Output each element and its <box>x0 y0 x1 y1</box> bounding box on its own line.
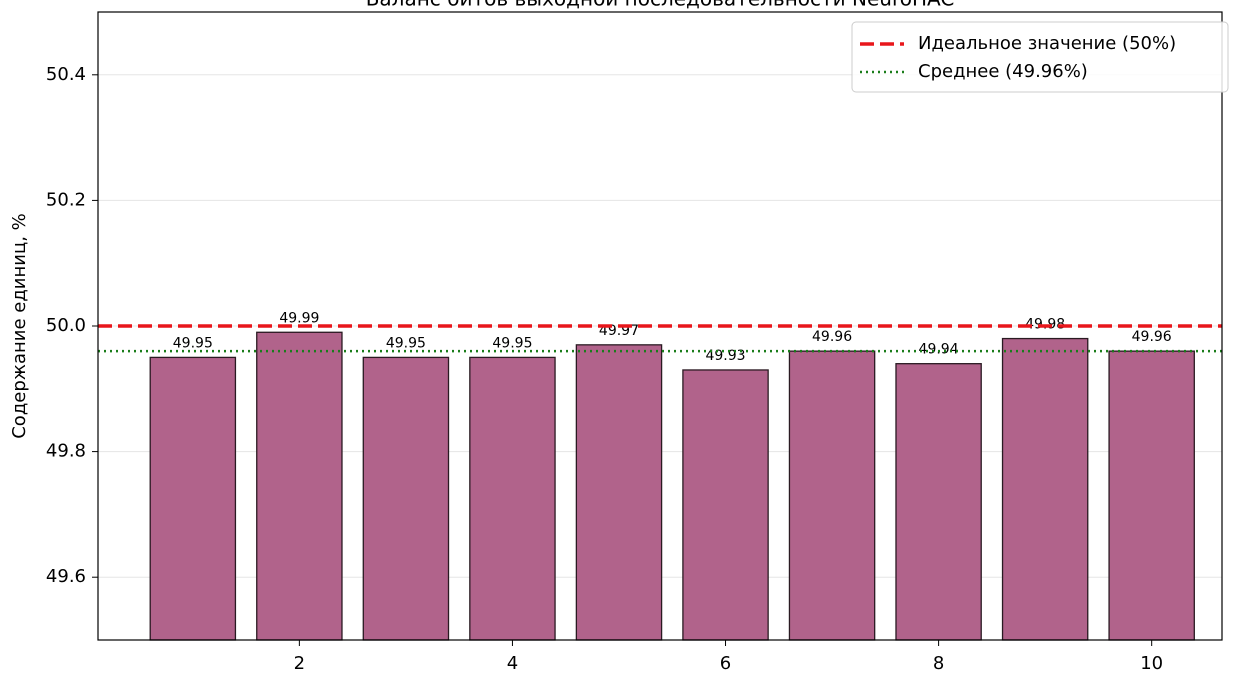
data-label: 49.95 <box>492 335 532 351</box>
plot-frame <box>97 11 1223 641</box>
bar <box>575 344 663 641</box>
bar <box>1001 337 1089 641</box>
y-tick-label: 50.0 <box>46 315 86 336</box>
bar <box>469 356 556 641</box>
y-tick-label: 50.2 <box>46 189 86 210</box>
legend-box <box>851 21 1229 93</box>
data-label: 49.99 <box>279 310 319 326</box>
x-tick-label: 4 <box>507 653 518 673</box>
x-tick-label: 8 <box>933 653 944 673</box>
bar <box>256 331 343 641</box>
bar <box>788 350 876 641</box>
y-tick-label: 49.8 <box>46 441 86 462</box>
bar <box>362 356 450 641</box>
data-label: 49.96 <box>812 329 852 345</box>
data-label: 49.96 <box>1132 329 1172 345</box>
bar <box>895 363 982 641</box>
bar <box>149 356 237 641</box>
y-tick-label: 49.6 <box>46 566 86 587</box>
legend-label: Среднее (49.96%) <box>918 61 1088 82</box>
chart-title: Баланс битов выходной последовательности… <box>366 0 955 11</box>
x-tick-label: 6 <box>720 653 731 673</box>
bar <box>1108 350 1195 641</box>
x-tick-label: 2 <box>294 653 305 673</box>
y-axis-label: Содержание единиц, % <box>9 213 30 439</box>
data-label: 49.94 <box>919 342 959 358</box>
data-label: 49.95 <box>173 335 213 351</box>
y-tick-label: 50.4 <box>46 64 86 85</box>
x-tick-label: 10 <box>1140 653 1163 673</box>
legend-label: Идеальное значение (50%) <box>918 33 1176 54</box>
bar <box>682 369 769 641</box>
data-label: 49.95 <box>386 335 426 351</box>
